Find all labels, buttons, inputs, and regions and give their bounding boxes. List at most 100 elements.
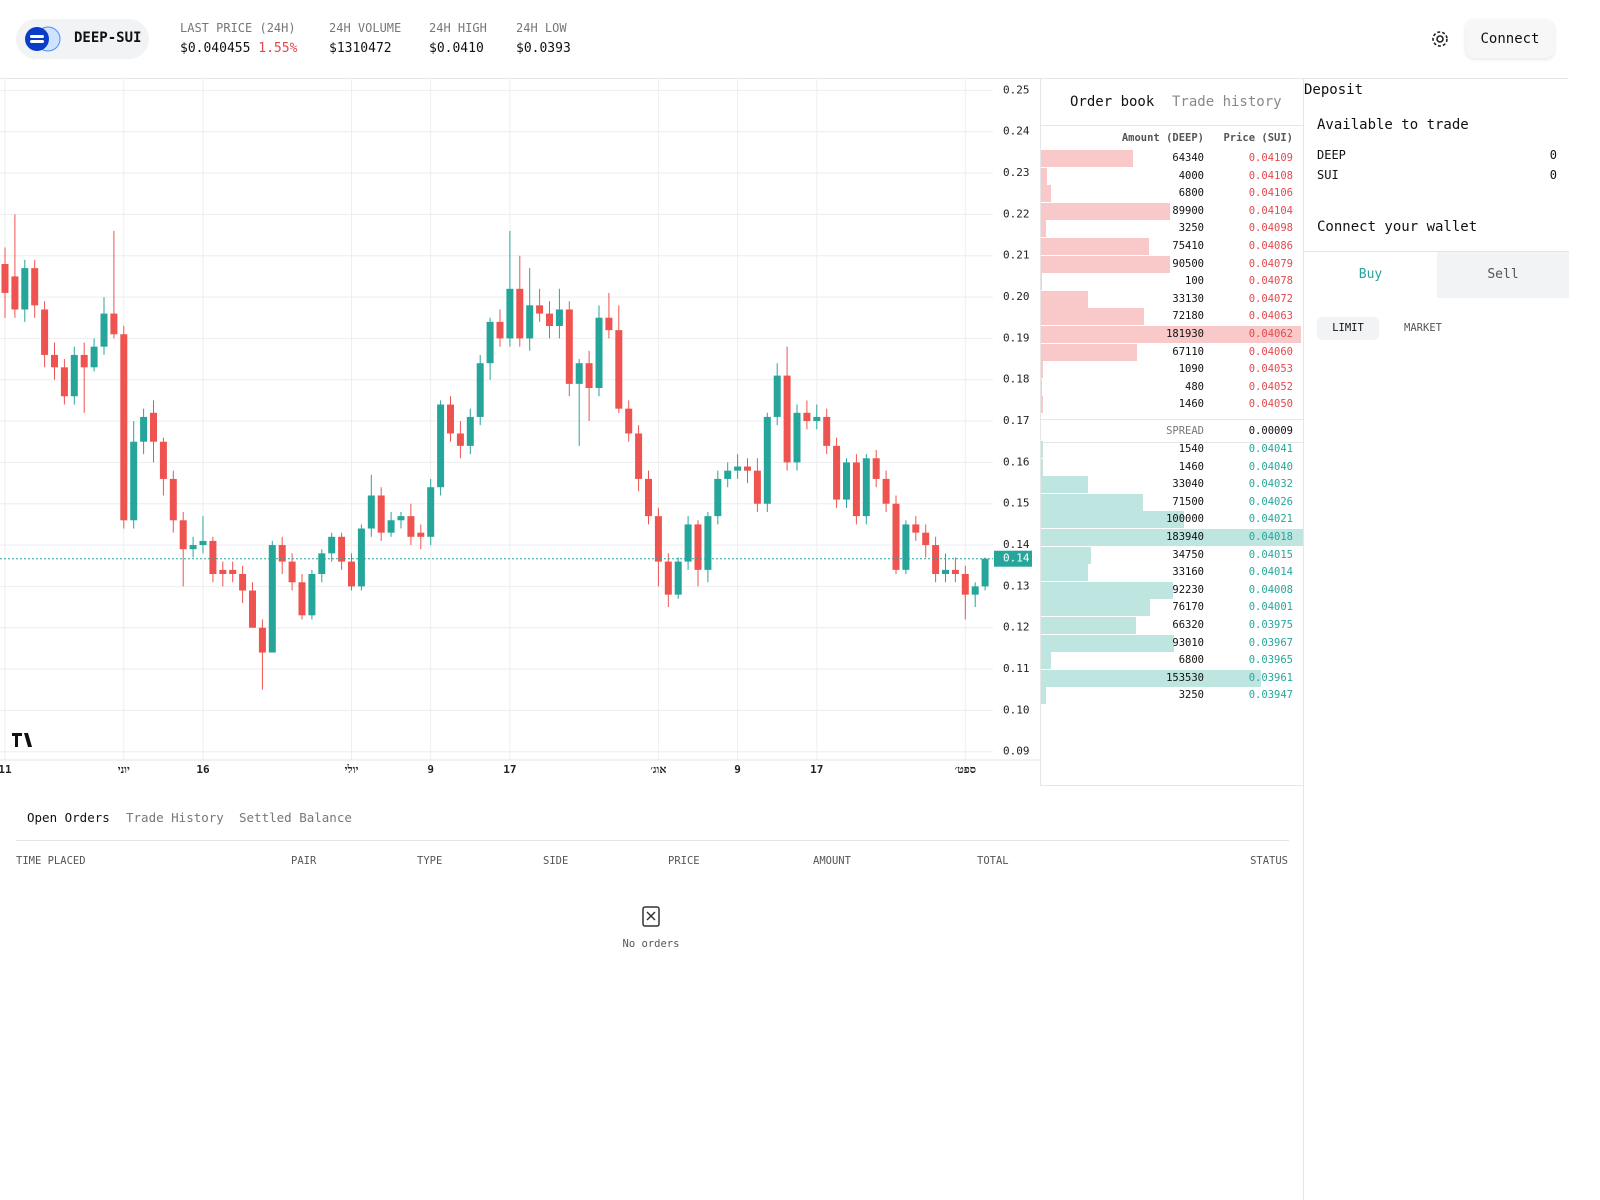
y-tick-label: 0.13 [1003,579,1030,592]
price: 0.03965 [1248,654,1293,667]
candle-body [704,516,712,570]
depth-bar [1041,185,1051,203]
candle-body [140,416,148,442]
ask-row: 67110 0.04060 [1041,343,1304,361]
candle-body [456,433,464,446]
candle-body [744,466,751,471]
bid-row: 92230 0.04008 [1041,581,1304,599]
candle-body [377,495,385,533]
candle-body [298,582,306,616]
candle-body [635,433,643,479]
amount: 153530 [1166,671,1204,684]
market-tab[interactable]: MARKET [1404,322,1442,334]
bid-row: 183940 0.04018 [1041,529,1304,546]
price-chart: 0.25 0.24 0.23 0.22 0.21 0.20 0.19 0.18 0.17 0.16… [0,78,1040,776]
candle-body [793,412,801,463]
candle-body [229,569,237,574]
candle-body [516,288,524,339]
divider [1041,125,1304,126]
pair-selector[interactable]: DEEP-SUI [16,19,149,59]
price: 0.04086 [1248,240,1293,252]
x-tick-label: 17 [810,763,823,776]
price: 0.04026 [1248,495,1293,508]
empty-icon [642,906,660,927]
price: 0.04001 [1248,601,1293,614]
candle-body [80,354,88,368]
x-tick-label: 9 [734,763,741,776]
ask-row: 181930 0.04062 [1041,326,1304,343]
candle-body [41,309,49,355]
candle-body [407,516,415,537]
amount: 183940 [1166,531,1204,543]
candle-body [189,545,197,550]
amount: 6800 [1178,654,1204,667]
amount: 64340 [1172,152,1204,164]
candle-body [852,462,860,517]
x-tick-label: יוני [118,763,130,776]
amount: 3250 [1178,689,1204,702]
connect-button[interactable]: Connect [1466,20,1554,58]
price: 0.04079 [1248,257,1293,270]
ask-row: 480 0.04052 [1041,378,1304,396]
ask-row: 6800 0.04106 [1041,185,1304,203]
orders-tab[interactable]: Settled Balance [239,810,352,825]
y-tick-label: 0.12 [1003,621,1030,634]
buy-tab[interactable]: Buy [1358,267,1383,282]
candle-body [308,574,316,616]
ask-row: 100 0.04078 [1041,273,1304,291]
candle-body [367,495,375,529]
orders-tab[interactable]: Trade History [126,810,224,825]
settings-icon[interactable] [1430,29,1450,49]
amount: 33160 [1172,566,1204,579]
candle-body [1,264,9,293]
column-header: STATUS [1250,855,1288,867]
sell-tab[interactable]: Sell [1437,252,1569,298]
candle-body [625,408,633,434]
orders-panel: Open Orders Trade History Settled Balanc… [0,785,1303,1200]
amount: 33040 [1172,478,1204,491]
balance: 0 [1549,168,1557,182]
candle-body [536,305,544,314]
ask-row: 75410 0.04086 [1041,238,1304,255]
amount: 67110 [1172,345,1204,358]
candle-body [110,313,118,335]
amount: 34750 [1172,548,1204,561]
candle-body [773,375,781,417]
available-label: Available to trade [1317,117,1469,133]
candle-body [169,478,177,521]
candle-body [813,416,821,422]
price: 0.03967 [1248,636,1293,649]
column-header: TYPE [417,855,443,867]
stat-value: $0.0410 [429,41,484,56]
candle-body [823,416,831,446]
x-tick-label: 9 [427,763,434,776]
order-book: Order book Trade history Amount (DEEP) P… [1040,78,1304,786]
candle-body [328,536,336,554]
depth-bar [1041,669,1261,687]
candle-body [179,520,187,550]
amount: 66320 [1172,619,1204,631]
amount: 93010 [1172,636,1204,649]
price: 0.04062 [1248,328,1293,340]
price: 0.04109 [1248,152,1293,164]
asset: DEEP [1317,148,1346,162]
order-book-tab[interactable]: Order book [1070,94,1155,110]
candle-body [219,569,227,574]
column-header: AMOUNT [813,855,851,867]
amount: 1460 [1178,398,1204,411]
connect-wallet[interactable]: Connect your wallet [1317,219,1478,235]
candle-body [843,462,850,500]
column-header: TIME PLACED [16,855,86,867]
amount: 3250 [1178,222,1204,235]
limit-tab[interactable]: LIMIT [1317,317,1379,340]
depth-bar [1041,493,1144,511]
stat-label: LAST PRICE (24H) [180,21,296,35]
candle-body [268,545,276,653]
orders-tab[interactable]: Open Orders [27,810,110,825]
x-tick-label: 11 [0,763,12,776]
price: 0.04021 [1248,513,1293,526]
depth-bar [1041,476,1089,494]
trade-history-tab[interactable]: Trade history [1172,94,1282,110]
price: 0.04018 [1248,531,1293,543]
amount: 1540 [1178,443,1204,455]
